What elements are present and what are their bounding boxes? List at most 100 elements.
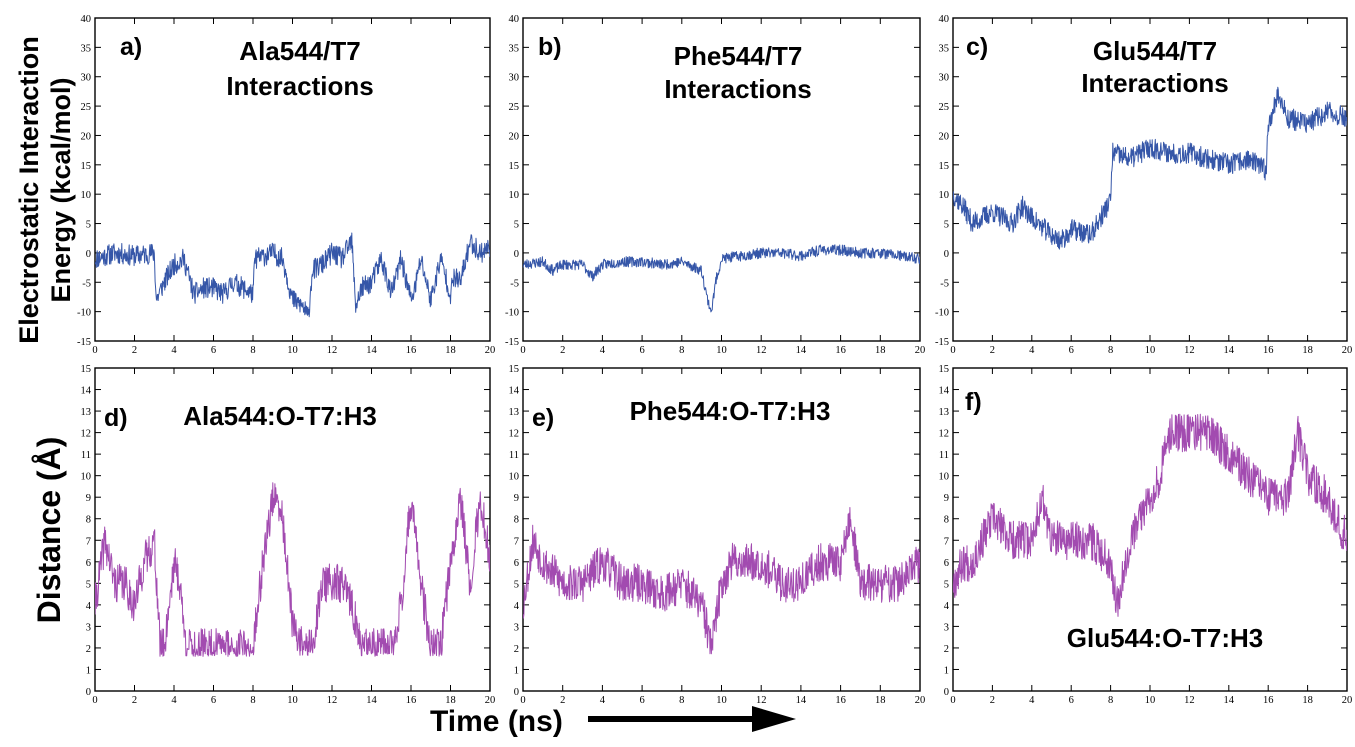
y-tick-label: 0 [86,249,91,260]
x-tick-label: 12 [327,345,338,356]
y-tick-label: 2 [944,644,949,655]
x-tick-label: 14 [796,695,807,706]
y-tick-label: 10 [81,190,92,201]
x-tick-label: 16 [1263,695,1274,706]
x-tick-label: 4 [171,695,177,706]
y-tick-label: 6 [944,558,949,569]
y-tick-label: 1 [514,665,519,676]
panel-title-a: Interactions [226,71,373,101]
y-tick-label: 8 [944,515,949,526]
x-tick-label: 18 [875,695,886,706]
y-tick-label: 40 [81,14,92,25]
x-tick-label: 4 [600,345,606,356]
x-tick-label: 2 [132,345,137,356]
x-tick-label: 20 [915,345,926,356]
series-line-d [95,482,490,657]
panel-title-f: Glu544:O-T7:H3 [1067,623,1264,653]
x-tick-label: 12 [1184,695,1195,706]
panels: 0 2 4 6 8 10 12 14 16 18 20-15-10-5051015202530354… [77,14,1352,706]
y-tick-label: 6 [86,558,91,569]
x-tick-label: 0 [520,695,525,706]
y-tick-label: 10 [509,472,520,483]
x-tick-label: 20 [485,345,496,356]
chart-panel-c: 0 2 4 6 8 10 12 14 16 18 20 -15 -10 -5 0 5 10 15 20 25 30 35 4… [935,14,1352,356]
y-tick-label: 0 [514,687,519,698]
y-tick-label: 1 [86,665,91,676]
y-tick-label: 3 [514,622,519,633]
x-tick-label: 8 [250,695,255,706]
y-tick-label: 2 [514,644,519,655]
y-tick-label: -5 [510,278,519,289]
y-tick-label: 5 [514,579,519,590]
chart-panel-e: 0 2 4 6 8 10 12 14 16 18 200123456789101112131415e… [509,364,926,706]
y-tick-label: 30 [509,73,520,84]
y-tick-label: 4 [944,601,950,612]
y-tick-label: 35 [939,43,950,54]
panel-title-a: Ala544/T7 [239,36,360,66]
y-tick-label: 15 [81,161,92,172]
y-tick-label: 10 [939,190,950,201]
x-tick-label: 2 [990,695,995,706]
y-tick-label: 6 [514,558,519,569]
chart-panel-d: 0 2 4 6 8 10 12 14 16 18 200123456789101112131415d… [81,364,496,706]
y-tick-label: 35 [81,43,92,54]
panel-title-d: Ala544:O-T7:H3 [183,401,377,431]
panel-title-c: Glu544/T7 [1093,36,1217,66]
y-tick-label: 9 [514,493,519,504]
x-tick-label: 0 [950,345,955,356]
series-line-a [95,232,490,318]
y-tick-label: 11 [509,450,519,461]
y-tick-label: 4 [86,601,92,612]
panel-tag-a: a) [120,33,142,61]
x-tick-label: 10 [716,695,727,706]
x-tick-label: 2 [560,345,565,356]
x-tick-label: 16 [835,695,846,706]
x-tick-label: 18 [1302,345,1313,356]
x-tick-label: 6 [211,345,216,356]
chart-panel-f: 0 2 4 6 8 10 12 14 16 18 200123456789101112131415f… [939,364,1353,706]
y-tick-label: -15 [505,337,519,348]
x-label: Time (ns) [430,705,563,738]
panel-tag-c: c) [966,33,988,61]
y-tick-label: 35 [509,43,520,54]
panel-title-b: Phe544/T7 [674,41,803,71]
y-tick-label: 12 [81,429,92,440]
y-tick-label: 3 [86,622,91,633]
x-tick-label: 14 [366,695,377,706]
x-tick-label: 12 [756,695,767,706]
x-tick-label: 18 [445,345,456,356]
chart-panel-b: 0 2 4 6 8 10 12 14 16 18 20 -15 -10 -5 0 5 10 15 20 25 30 35 4… [505,14,925,356]
panel-tag-f: f) [965,388,982,416]
y-tick-label: 15 [509,161,520,172]
x-tick-label: 16 [1263,345,1274,356]
y-tick-label: -10 [935,308,949,319]
x-tick-label: 6 [639,345,644,356]
panel-tag-e: e) [532,404,554,432]
y-tick-label: 9 [944,493,949,504]
x-tick-label: 6 [211,695,216,706]
y-tick-label: 1 [944,665,949,676]
y-tick-label: 13 [81,407,92,418]
y-tick-label: 14 [81,386,92,397]
x-tick-label: 14 [1224,345,1235,356]
y-tick-label: 7 [944,536,949,547]
y-tick-label: 0 [944,687,949,698]
x-tick-label: 20 [915,695,926,706]
y-tick-label: 14 [509,386,520,397]
y-tick-label: 10 [939,472,950,483]
x-tick-label: 12 [327,695,338,706]
y-tick-label: 12 [509,429,520,440]
y-tick-label: 5 [86,220,91,231]
y-tick-label: -15 [935,337,949,348]
x-tick-label: 20 [1342,695,1353,706]
time-arrow [588,706,796,732]
x-tick-label: 0 [92,345,97,356]
y-tick-label: 25 [939,102,950,113]
y-tick-label: 5 [86,579,91,590]
y-tick-label: 8 [86,515,91,526]
x-tick-label: 8 [250,345,255,356]
x-tick-label: 18 [445,695,456,706]
y-tick-label: 9 [86,493,91,504]
plot-frame [952,17,1348,342]
